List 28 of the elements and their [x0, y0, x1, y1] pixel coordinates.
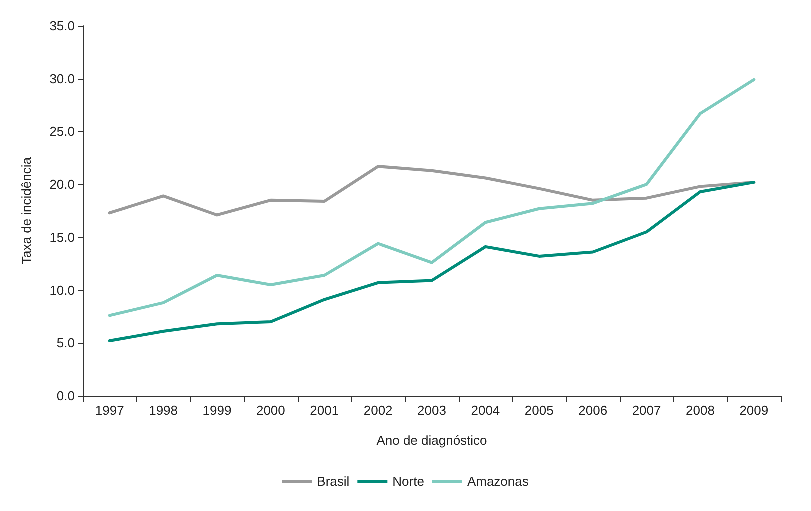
y-tick-label: 15.0 [50, 230, 75, 245]
x-tick-label: 2002 [364, 403, 393, 418]
x-tick-label: 1997 [95, 403, 124, 418]
x-tick-label: 2000 [256, 403, 286, 418]
x-tick-label: 1999 [202, 403, 232, 418]
line-series [108, 180, 756, 343]
line-series [108, 78, 756, 318]
y-tick-label: 0.0 [56, 388, 75, 404]
y-tick-label: 25.0 [50, 124, 75, 140]
x-tick-label: 2006 [578, 403, 608, 418]
y-tick-label: 5.0 [56, 336, 75, 351]
legend-label: Brasil [317, 474, 350, 489]
x-tick-label: 2004 [471, 403, 500, 418]
x-tick-label: 2009 [740, 403, 769, 418]
x-tick-label: 2003 [418, 403, 446, 418]
x-tick-label: 2001 [310, 403, 340, 418]
x-tick-label: 2008 [686, 403, 715, 418]
y-axis-title: Taxa de incidência [19, 156, 34, 264]
y-tick-label: 35.0 [50, 18, 75, 34]
y-tick-label: 20.0 [50, 177, 75, 192]
x-tick-label: 2005 [524, 403, 554, 418]
x-tick-label: 2007 [632, 403, 662, 418]
x-tick-label: 1998 [149, 403, 178, 418]
y-tick-label: 10.0 [50, 282, 75, 298]
x-axis-title: Ano de diagnóstico [376, 433, 488, 448]
y-tick-label: 30.0 [50, 71, 75, 86]
legend-label: Norte [392, 474, 424, 489]
legend-label: Amazonas [467, 474, 530, 489]
